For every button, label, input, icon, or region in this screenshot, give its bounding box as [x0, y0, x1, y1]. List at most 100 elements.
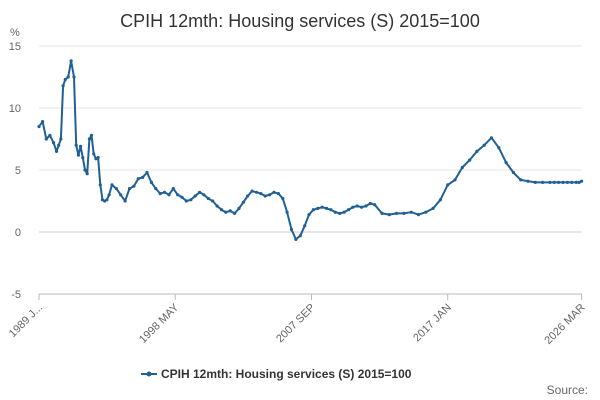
data-point[interactable] — [263, 194, 267, 198]
data-point[interactable] — [171, 187, 175, 191]
data-point[interactable] — [504, 161, 508, 165]
data-point[interactable] — [176, 193, 180, 197]
data-point[interactable] — [114, 187, 118, 191]
data-point[interactable] — [453, 178, 457, 182]
data-point[interactable] — [37, 125, 41, 129]
data-point[interactable] — [424, 210, 428, 214]
data-point[interactable] — [570, 180, 574, 184]
data-point[interactable] — [61, 84, 65, 88]
data-point[interactable] — [189, 198, 193, 202]
data-point[interactable] — [107, 193, 111, 197]
data-point[interactable] — [96, 156, 100, 160]
data-point[interactable] — [193, 194, 197, 198]
data-point[interactable] — [373, 203, 377, 207]
data-point[interactable] — [446, 183, 450, 187]
data-point[interactable] — [333, 210, 337, 214]
data-point[interactable] — [533, 180, 537, 184]
data-point[interactable] — [325, 206, 329, 210]
data-point[interactable] — [246, 194, 250, 198]
data-point[interactable] — [180, 195, 184, 199]
data-point[interactable] — [81, 156, 85, 160]
data-point[interactable] — [158, 192, 162, 196]
data-point[interactable] — [303, 224, 307, 228]
data-point[interactable] — [307, 213, 311, 217]
data-point[interactable] — [548, 180, 552, 184]
data-point[interactable] — [52, 141, 56, 145]
data-point[interactable] — [298, 234, 302, 238]
data-point[interactable] — [154, 187, 158, 191]
data-point[interactable] — [364, 204, 368, 208]
data-point[interactable] — [145, 170, 149, 175]
data-point[interactable] — [355, 204, 359, 208]
data-point[interactable] — [511, 170, 515, 175]
data-point[interactable] — [416, 213, 421, 217]
data-point[interactable] — [338, 211, 342, 215]
data-point[interactable] — [526, 179, 530, 183]
data-point[interactable] — [368, 201, 372, 206]
data-point[interactable] — [110, 183, 114, 187]
data-point[interactable] — [431, 206, 435, 210]
data-point[interactable] — [184, 199, 188, 203]
data-point[interactable] — [162, 190, 167, 194]
data-point[interactable] — [119, 193, 123, 197]
data-point[interactable] — [59, 137, 63, 141]
data-point[interactable] — [254, 190, 259, 194]
data-point[interactable] — [557, 180, 561, 184]
data-point[interactable] — [250, 189, 254, 193]
data-point[interactable] — [561, 180, 565, 184]
data-point[interactable] — [215, 204, 219, 208]
data-point[interactable] — [237, 206, 241, 210]
data-point[interactable] — [468, 158, 472, 162]
data-point[interactable] — [294, 237, 298, 241]
data-point[interactable] — [395, 211, 399, 215]
data-point[interactable] — [475, 149, 479, 153]
data-point[interactable] — [289, 227, 294, 232]
data-point[interactable] — [360, 205, 364, 209]
data-point[interactable] — [149, 180, 153, 184]
data-point[interactable] — [87, 137, 91, 141]
data-point[interactable] — [380, 211, 384, 215]
data-point[interactable] — [574, 180, 578, 184]
data-point[interactable] — [233, 211, 237, 215]
data-point[interactable] — [387, 213, 391, 217]
data-point[interactable] — [482, 143, 486, 147]
data-point[interactable] — [63, 77, 67, 82]
data-point[interactable] — [54, 149, 59, 153]
data-point[interactable] — [85, 172, 89, 176]
data-point[interactable] — [44, 137, 48, 141]
series-line[interactable] — [38, 59, 583, 241]
data-point[interactable] — [66, 75, 70, 79]
data-point[interactable] — [48, 133, 52, 137]
data-point[interactable] — [92, 152, 96, 156]
data-point[interactable] — [206, 196, 210, 201]
data-point[interactable] — [541, 180, 545, 184]
data-point[interactable] — [268, 193, 272, 197]
data-point[interactable] — [228, 209, 232, 213]
data-point[interactable] — [141, 175, 145, 179]
data-point[interactable] — [123, 199, 127, 203]
data-point[interactable] — [409, 210, 413, 214]
data-point[interactable] — [281, 196, 285, 201]
data-point[interactable] — [552, 180, 556, 184]
data-point[interactable] — [202, 193, 206, 197]
data-point[interactable] — [74, 143, 78, 147]
data-point[interactable] — [132, 184, 136, 188]
data-point[interactable] — [497, 146, 501, 150]
data-point[interactable] — [276, 192, 280, 196]
data-point[interactable] — [72, 75, 76, 79]
data-point[interactable] — [272, 190, 276, 194]
data-point[interactable] — [329, 208, 333, 212]
data-point[interactable] — [69, 59, 73, 63]
data-point[interactable] — [351, 205, 355, 209]
data-point[interactable] — [41, 120, 45, 124]
data-point[interactable] — [98, 183, 102, 187]
data-point[interactable] — [438, 198, 442, 202]
legend[interactable]: CPIH 12mth: Housing services (S) 2015=10… — [141, 367, 412, 381]
data-point[interactable] — [83, 168, 87, 172]
data-point[interactable] — [76, 153, 80, 157]
data-point[interactable] — [89, 133, 94, 137]
data-point[interactable] — [580, 179, 584, 183]
data-point[interactable] — [167, 193, 171, 197]
data-point[interactable] — [241, 200, 245, 204]
data-point[interactable] — [402, 211, 406, 215]
